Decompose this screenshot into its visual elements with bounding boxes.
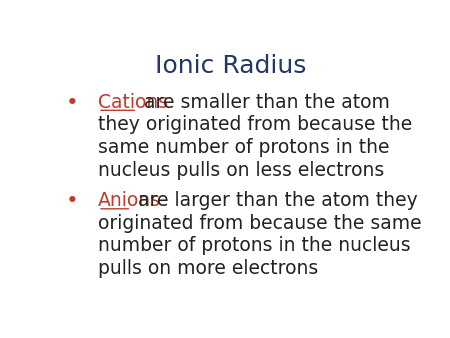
Text: •: •	[66, 93, 78, 113]
Text: •: •	[66, 191, 78, 211]
Text: number of protons in the nucleus: number of protons in the nucleus	[98, 236, 411, 256]
Text: Cations: Cations	[98, 93, 168, 112]
Text: same number of protons in the: same number of protons in the	[98, 138, 390, 157]
Text: pulls on more electrons: pulls on more electrons	[98, 259, 318, 278]
Text: Anions: Anions	[98, 191, 161, 210]
Text: are larger than the atom they: are larger than the atom they	[132, 191, 418, 210]
Text: Ionic Radius: Ionic Radius	[155, 54, 306, 78]
Text: nucleus pulls on less electrons: nucleus pulls on less electrons	[98, 161, 384, 179]
Text: are smaller than the atom: are smaller than the atom	[138, 93, 390, 112]
Text: originated from because the same: originated from because the same	[98, 214, 422, 233]
Text: they originated from because the: they originated from because the	[98, 115, 412, 134]
